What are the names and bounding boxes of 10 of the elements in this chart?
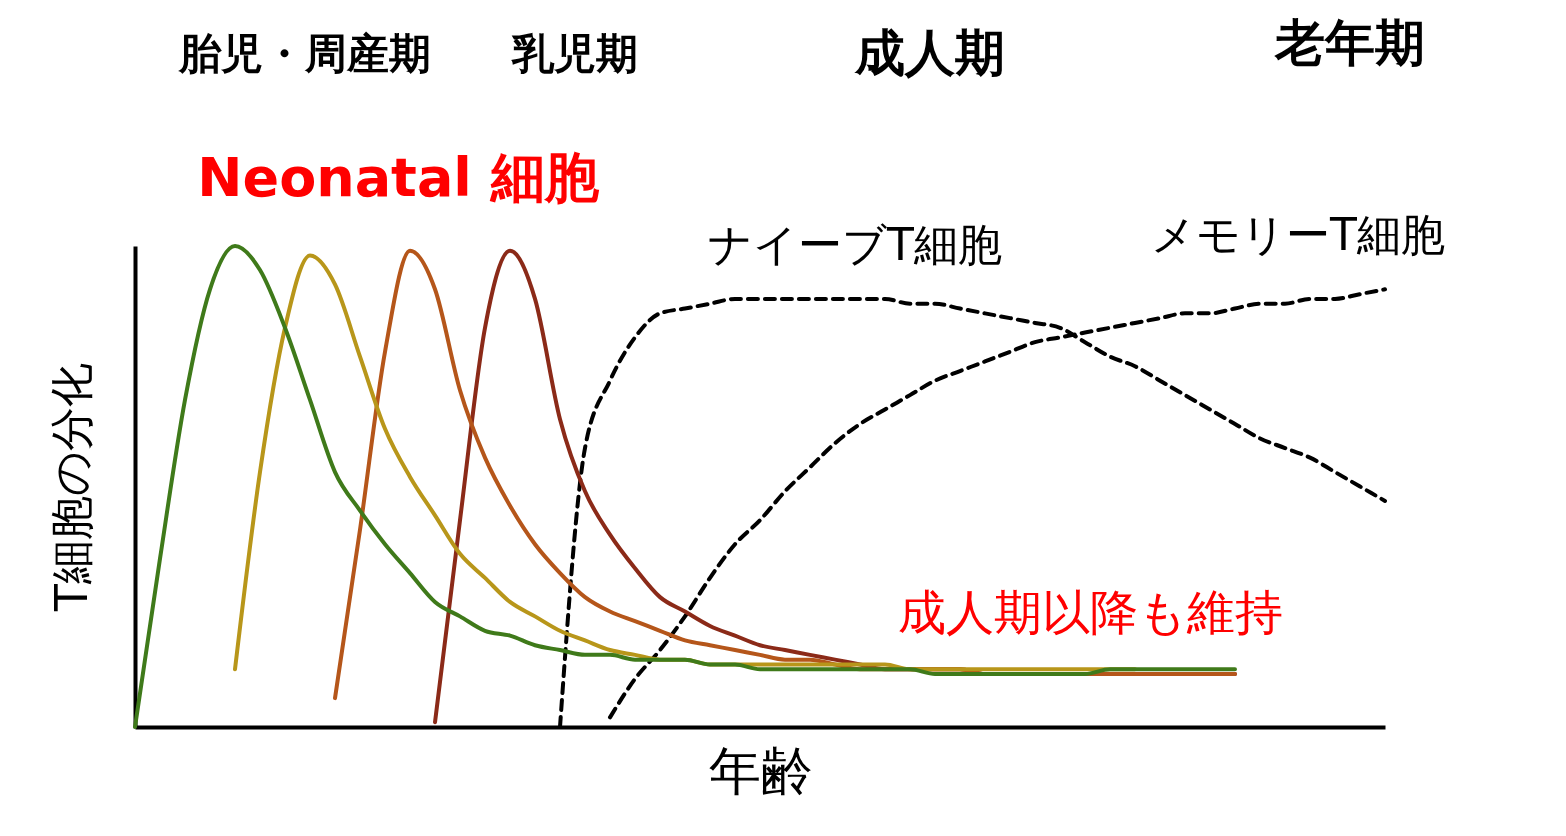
- y-axis-title: T細胞の分化: [45, 363, 97, 612]
- text: 胎児・周産期: [178, 29, 431, 78]
- text: 老年期: [1274, 14, 1425, 72]
- text: 乳児期: [511, 29, 638, 78]
- annotation: 成人期以降も維持: [897, 584, 1283, 640]
- text: 成人期: [854, 24, 1005, 82]
- x-axis-title: 年齢: [708, 740, 813, 801]
- text: Neonatal 細胞: [197, 146, 600, 209]
- series-label: ナイーブT細胞: [708, 218, 1002, 270]
- series-label: メモリーT細胞: [1151, 209, 1445, 261]
